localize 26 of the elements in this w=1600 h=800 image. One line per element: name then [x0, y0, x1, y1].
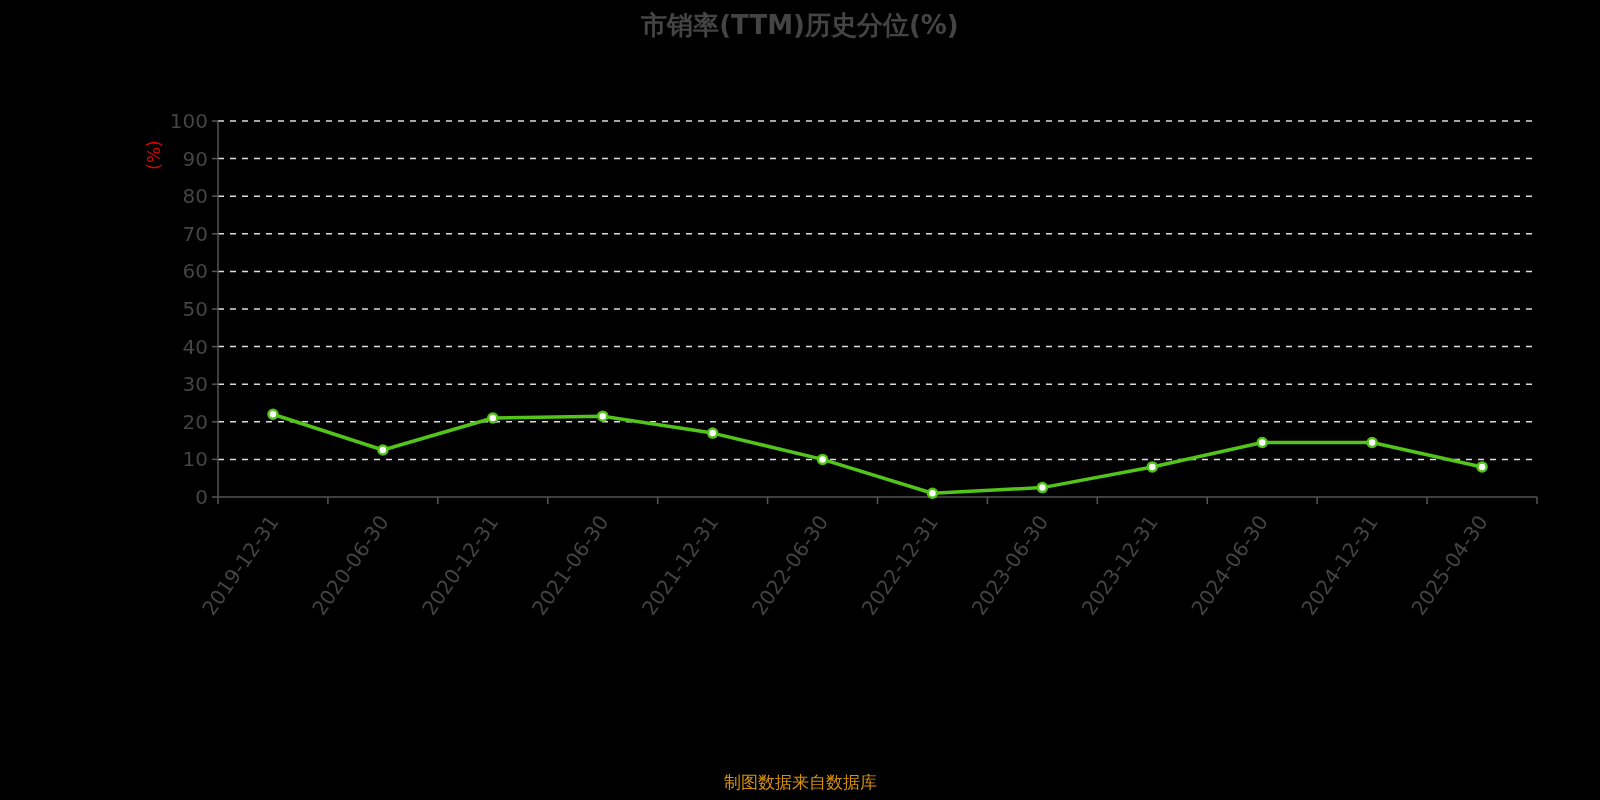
point	[1146, 461, 1159, 473]
y-tick-label: 40	[182, 334, 208, 359]
point	[487, 412, 499, 424]
point	[706, 427, 719, 439]
y-tick-label: 10	[182, 447, 208, 472]
point	[596, 410, 609, 422]
y-tick-label: 0	[195, 485, 208, 509]
y-tick-label: 100	[169, 109, 208, 133]
y-tick-label: 50	[182, 297, 208, 321]
point	[1256, 436, 1268, 449]
y-tick-label: 70	[182, 221, 208, 246]
point	[1366, 436, 1378, 449]
y-tick-label: 20	[182, 409, 208, 434]
point	[926, 487, 939, 499]
point	[377, 444, 389, 456]
y-tick-label: 90	[182, 146, 208, 171]
chart-title: 市销率(TTM)历史分位(%)	[640, 10, 959, 40]
point	[1476, 461, 1488, 473]
point	[1036, 481, 1049, 494]
point	[267, 408, 279, 421]
point	[816, 453, 829, 466]
text: 制图数据来自数据库	[723, 772, 877, 792]
y-tick-label: 80	[182, 184, 208, 209]
y-tick-label: 30	[182, 372, 208, 397]
y-axis-title: (%)	[144, 140, 164, 170]
y-tick-label: 60	[182, 259, 208, 284]
